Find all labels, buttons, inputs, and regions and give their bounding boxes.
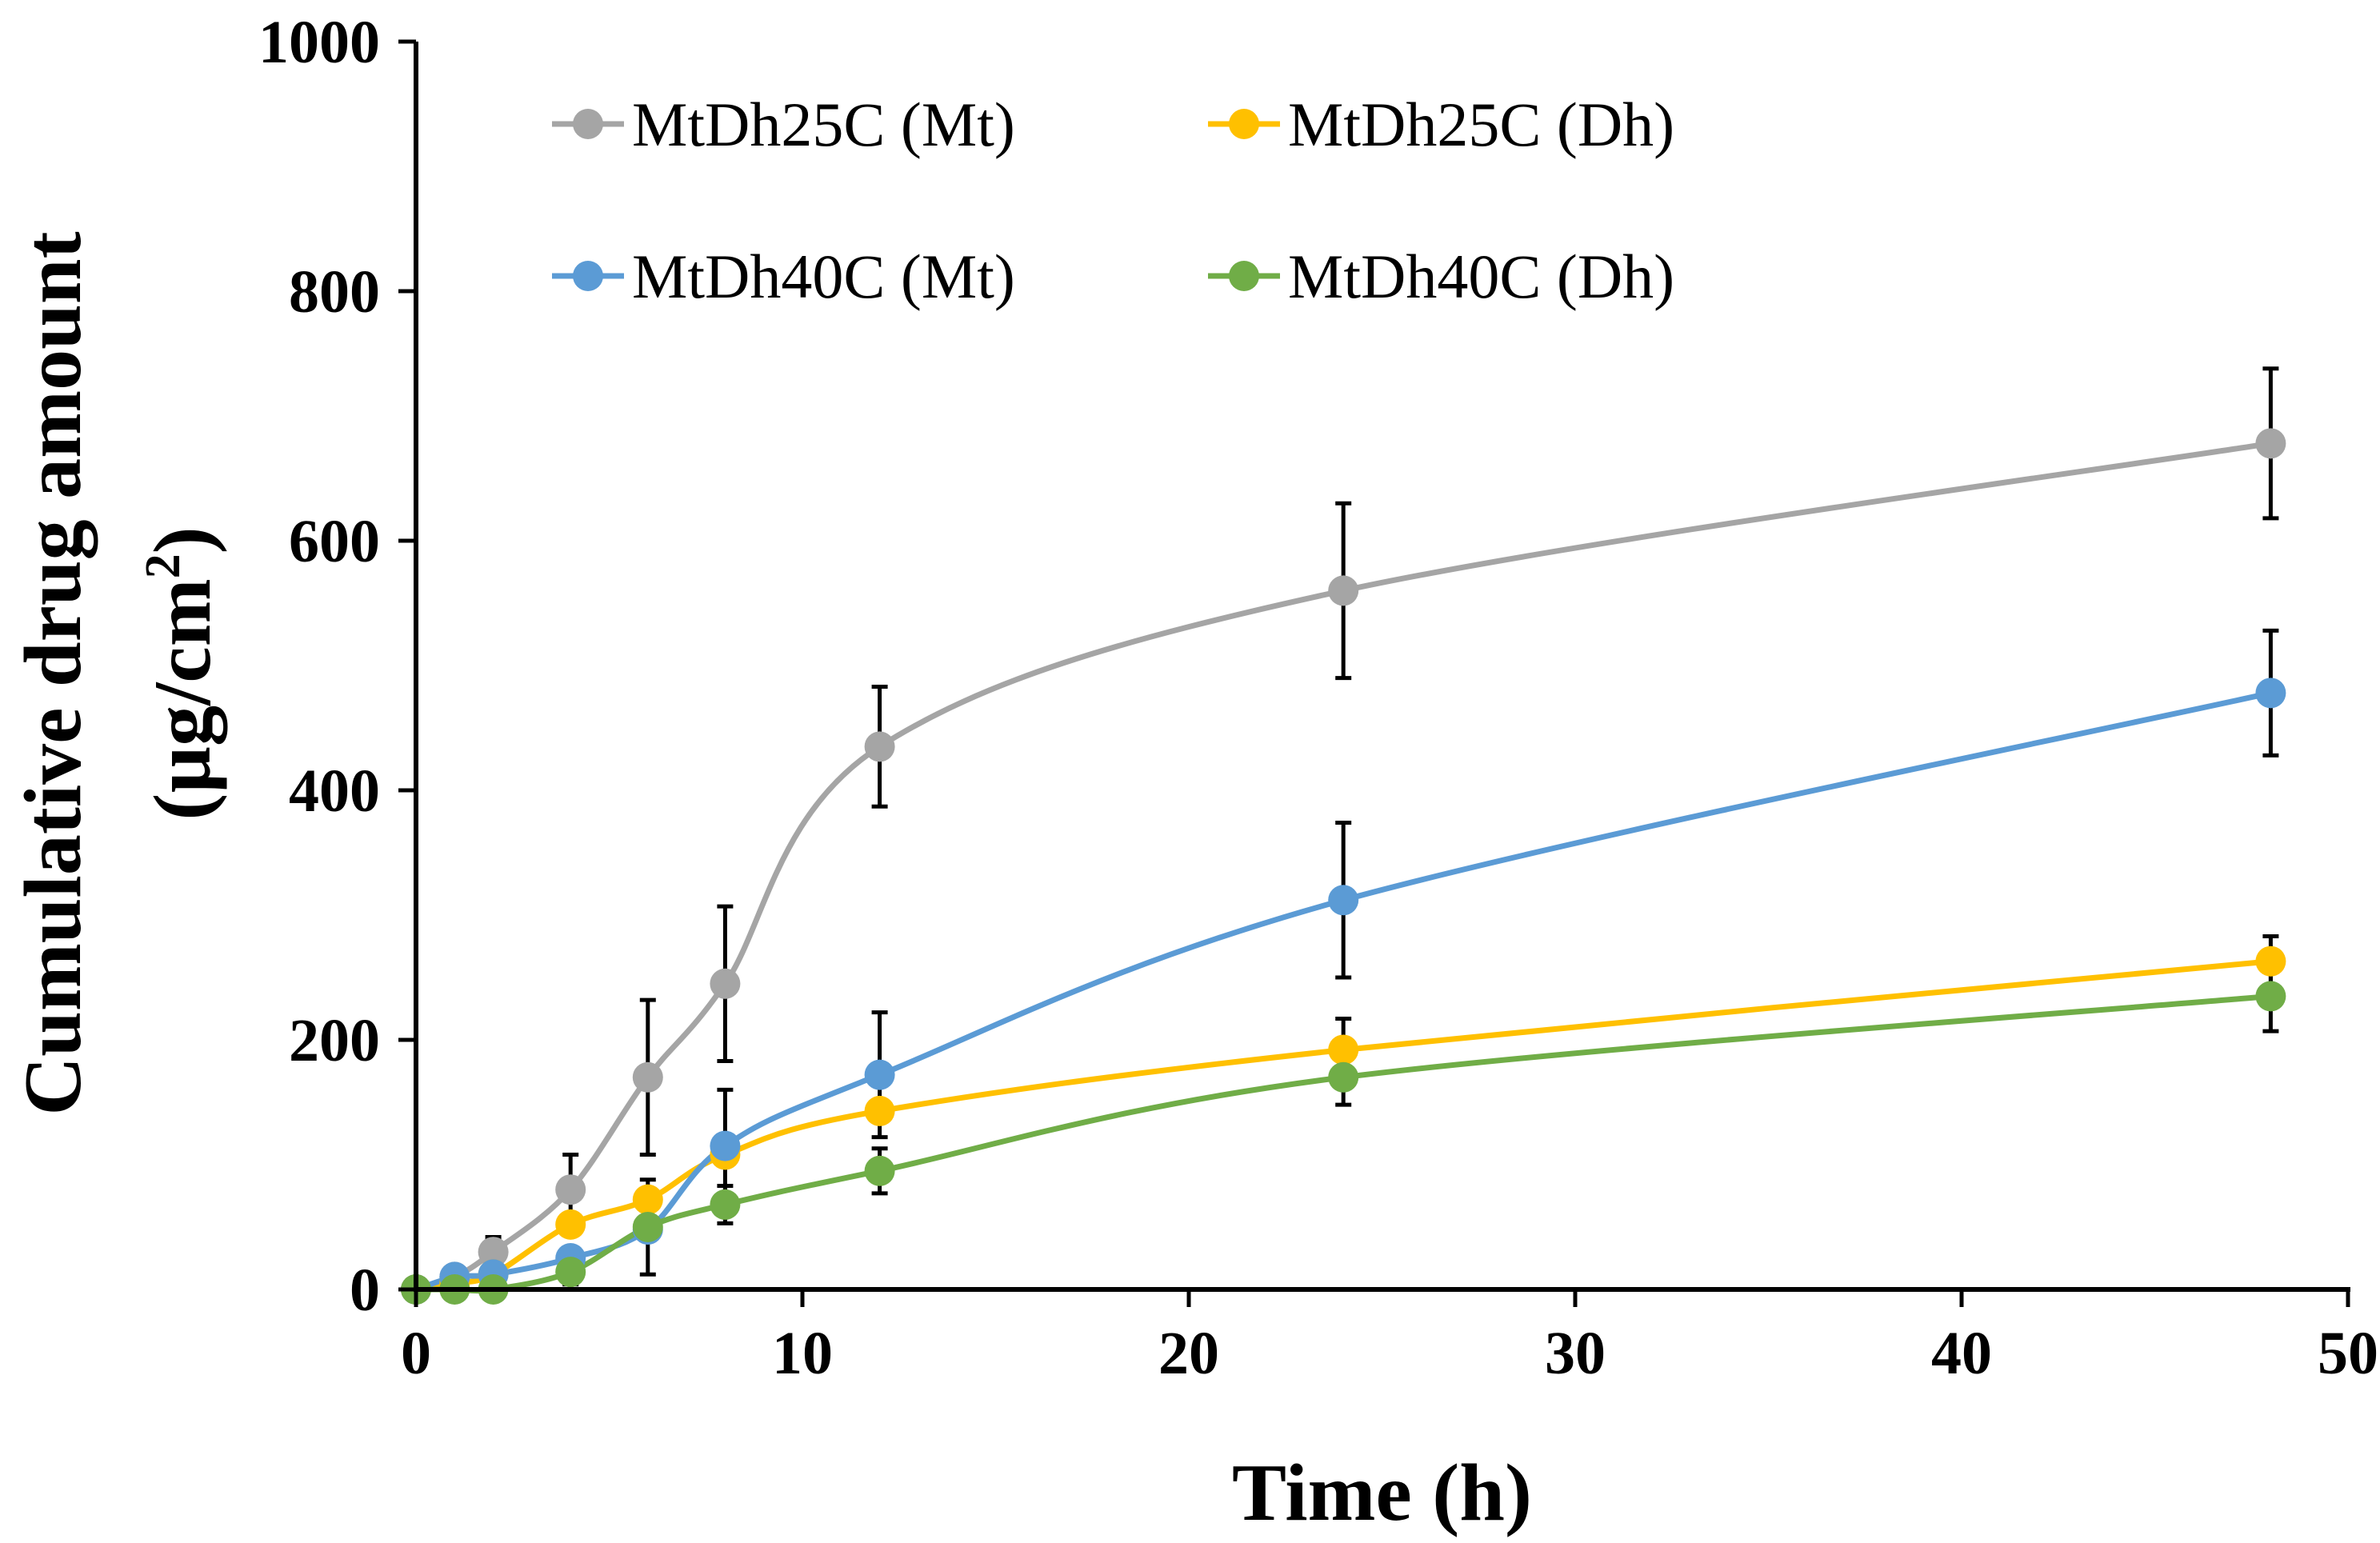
data-point (864, 1095, 895, 1126)
legend-swatch-marker (573, 261, 603, 291)
series-line-2 (413, 958, 2274, 1293)
data-point (1328, 575, 1359, 606)
x-tick-label: 50 (2318, 1320, 2378, 1387)
legend-swatch-marker (1229, 109, 1259, 139)
legend: MtDh25C (Mt) MtDh25C (Dh) MtDh40C (Mt) MtDh… (552, 90, 1674, 311)
legend-label: MtDh25C (Mt) (632, 90, 1015, 159)
data-point (1328, 1034, 1359, 1065)
series-line-3 (413, 690, 2274, 1293)
axes (414, 42, 2350, 1292)
legend-swatch-marker (573, 109, 603, 139)
series-line-1 (413, 440, 2274, 1293)
y-axis-title-line1: Cumulative drug amount (8, 231, 98, 1115)
legend-item-3: MtDh40C (Mt) (552, 242, 1015, 311)
data-point (2255, 428, 2286, 459)
y-tick-label: 0 (350, 1257, 380, 1324)
data-point (478, 1237, 509, 1268)
data-point (555, 1257, 586, 1288)
x-ticks: 0 10 20 30 40 50 (401, 1289, 2378, 1387)
y-axis-unit: (µg/cm (138, 578, 228, 820)
data-point (710, 968, 741, 999)
data-point (710, 1189, 741, 1220)
data-point (2255, 945, 2286, 977)
y-ticks: 0 200 400 600 800 1000 (258, 9, 416, 1324)
legend-swatch-marker (1229, 261, 1259, 291)
y-tick-label: 800 (289, 258, 380, 326)
legend-label: MtDh40C (Dh) (1288, 242, 1674, 311)
y-axis-unit-superscript: 2 (136, 554, 190, 578)
y-axis-title: Cumulative drug amount (µg/cm2) (8, 231, 228, 1115)
y-tick-label: 1000 (258, 9, 380, 76)
y-axis-title-line2: (µg/cm2) (136, 526, 228, 820)
data-point (632, 1212, 663, 1242)
data-point (555, 1174, 586, 1205)
series-markers (401, 428, 2286, 1305)
data-point (864, 1059, 895, 1090)
data-point (632, 1184, 663, 1215)
legend-item-2: MtDh25C (Dh) (1208, 90, 1674, 159)
y-tick-label: 600 (289, 508, 380, 575)
data-point (2255, 981, 2286, 1012)
data-point (555, 1209, 586, 1240)
x-tick-label: 40 (1931, 1320, 1992, 1387)
data-point (864, 1155, 895, 1186)
y-tick-label: 200 (289, 1007, 380, 1074)
data-point (632, 1061, 663, 1093)
legend-item-4: MtDh40C (Dh) (1208, 242, 1674, 311)
x-tick-label: 30 (1545, 1320, 1606, 1387)
x-tick-label: 20 (1158, 1320, 1219, 1387)
data-point (1328, 885, 1359, 916)
data-point (2255, 678, 2286, 709)
legend-label: MtDh40C (Mt) (632, 242, 1015, 311)
x-tick-label: 0 (401, 1320, 431, 1387)
data-point (710, 1130, 741, 1161)
x-tick-label: 10 (772, 1320, 833, 1387)
y-axis-unit-close: ) (138, 526, 228, 554)
legend-label: MtDh25C (Dh) (1288, 90, 1674, 159)
x-axis-title: Time (h) (1232, 1448, 1532, 1538)
y-tick-label: 400 (289, 758, 380, 825)
data-point (1328, 1061, 1359, 1093)
data-point (864, 731, 895, 762)
legend-item-1: MtDh25C (Mt) (552, 90, 1015, 159)
